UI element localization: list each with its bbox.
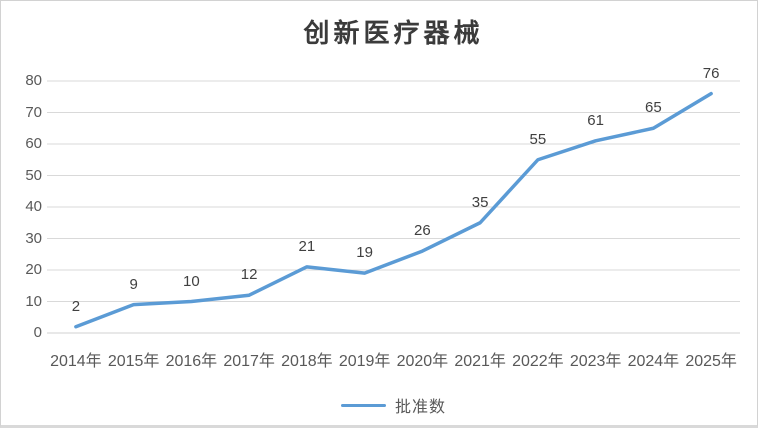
x-tick-label-4: 2017年 <box>223 353 275 370</box>
y-tick-label-40: 40 <box>25 198 42 215</box>
y-tick-label-80: 80 <box>25 72 42 89</box>
data-label-2021年: 35 <box>471 193 489 211</box>
x-tick-label-11: 2024年 <box>627 353 680 370</box>
x-tick-label-9: 2022年 <box>512 353 564 370</box>
legend-label: 批准数 <box>394 399 446 416</box>
y-tick-label-60: 60 <box>25 135 42 152</box>
data-label-2024年: 65 <box>645 99 662 117</box>
data-label-2017年: 12 <box>240 266 258 284</box>
data-label-2018年: 21 <box>298 237 316 255</box>
y-tick-label-30: 30 <box>25 229 42 247</box>
x-tick-label-2: 2015年 <box>107 353 160 370</box>
x-tick-label-12: 2025年 <box>685 353 737 370</box>
y-tick-label-20: 20 <box>25 261 42 278</box>
y-tick-label-10: 10 <box>25 292 42 310</box>
data-label-2016年: 10 <box>183 272 200 290</box>
x-tick-label-3: 2016年 <box>165 353 218 370</box>
x-tick-label-5: 2018年 <box>281 353 333 370</box>
y-tick-label-70: 70 <box>25 103 42 121</box>
x-tick-label-6: 2019年 <box>338 353 391 370</box>
y-tick-label-50: 50 <box>25 166 42 184</box>
data-label-2014年: 2 <box>71 297 81 315</box>
data-label-2020年: 26 <box>414 222 431 240</box>
legend-line-swatch <box>340 403 386 407</box>
x-tick-label-1: 2014年 <box>50 353 102 370</box>
x-tick-label-7: 2020年 <box>396 353 449 370</box>
data-label-2019年: 19 <box>356 244 373 262</box>
x-tick-label-10: 2023年 <box>569 353 622 370</box>
legend: 批准数 <box>47 394 740 416</box>
data-label-2025年: 76 <box>702 64 720 82</box>
chart-title: 创新医疗器械 <box>303 18 484 48</box>
series-line <box>74 91 713 329</box>
y-tick-label-0: 0 <box>33 324 42 341</box>
data-label-2023年: 61 <box>587 111 604 129</box>
data-label-2022年: 55 <box>529 130 547 148</box>
x-tick-label-8: 2021年 <box>454 353 506 370</box>
data-label-2015年: 9 <box>129 275 138 293</box>
